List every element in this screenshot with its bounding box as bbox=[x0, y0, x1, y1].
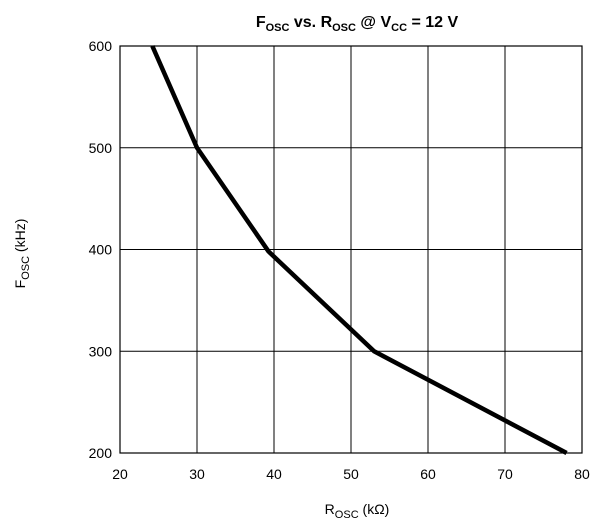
x-axis-label-text: ROSC (kΩ) bbox=[325, 501, 390, 521]
y-tick-label: 200 bbox=[89, 445, 113, 461]
y-axis-label-text-part: F bbox=[12, 280, 28, 289]
chart-title-text-part: OSC bbox=[332, 22, 356, 34]
x-tick-label: 80 bbox=[574, 466, 590, 482]
y-tick-label: 400 bbox=[89, 242, 113, 258]
x-axis-label-text-part: R bbox=[325, 501, 335, 517]
x-tick-label: 60 bbox=[420, 466, 436, 482]
chart-title-text-part: OSC bbox=[266, 22, 290, 34]
chart-title: FOSC vs. ROSC @ VCC = 12 V bbox=[256, 14, 459, 34]
series-group bbox=[150, 45, 568, 455]
x-axis-label-text-part: (kΩ) bbox=[359, 501, 390, 517]
x-axis-label: ROSC (kΩ) bbox=[325, 501, 390, 521]
chart-title-text-part: @ V bbox=[356, 14, 391, 31]
y-tick-label: 600 bbox=[89, 38, 113, 54]
y-axis-label-text-part: OSC bbox=[20, 256, 32, 280]
x-tick-label: 70 bbox=[497, 466, 513, 482]
chart-title-text-part: F bbox=[256, 14, 266, 31]
chart-title-text-part: CC bbox=[391, 22, 407, 34]
x-tick-label: 50 bbox=[343, 466, 359, 482]
x-tick-label: 20 bbox=[112, 466, 128, 482]
y-tick-label: 500 bbox=[89, 140, 113, 156]
chart-title-text: FOSC vs. ROSC @ VCC = 12 V bbox=[256, 14, 459, 34]
x-tick-label: 40 bbox=[266, 466, 282, 482]
y-axis-label-text: FOSC (kHz) bbox=[12, 219, 32, 289]
y-tick-label: 300 bbox=[89, 343, 113, 359]
x-tick-label: 30 bbox=[189, 466, 205, 482]
y-axis-label-text-part: (kHz) bbox=[12, 219, 28, 256]
chart-title-text-part: vs. R bbox=[289, 14, 332, 31]
y-tick-labels: 200 300 400 500 600 bbox=[89, 38, 113, 461]
chart-title-text-part: = 12 V bbox=[407, 14, 458, 31]
x-axis-label-text-part: OSC bbox=[335, 509, 359, 521]
plot-frame bbox=[119, 45, 583, 454]
grid bbox=[120, 46, 582, 453]
y-axis-label: FOSC (kHz) bbox=[12, 219, 32, 289]
series-line bbox=[150, 45, 568, 455]
x-tick-labels: 20 30 40 50 60 70 80 bbox=[112, 466, 590, 482]
